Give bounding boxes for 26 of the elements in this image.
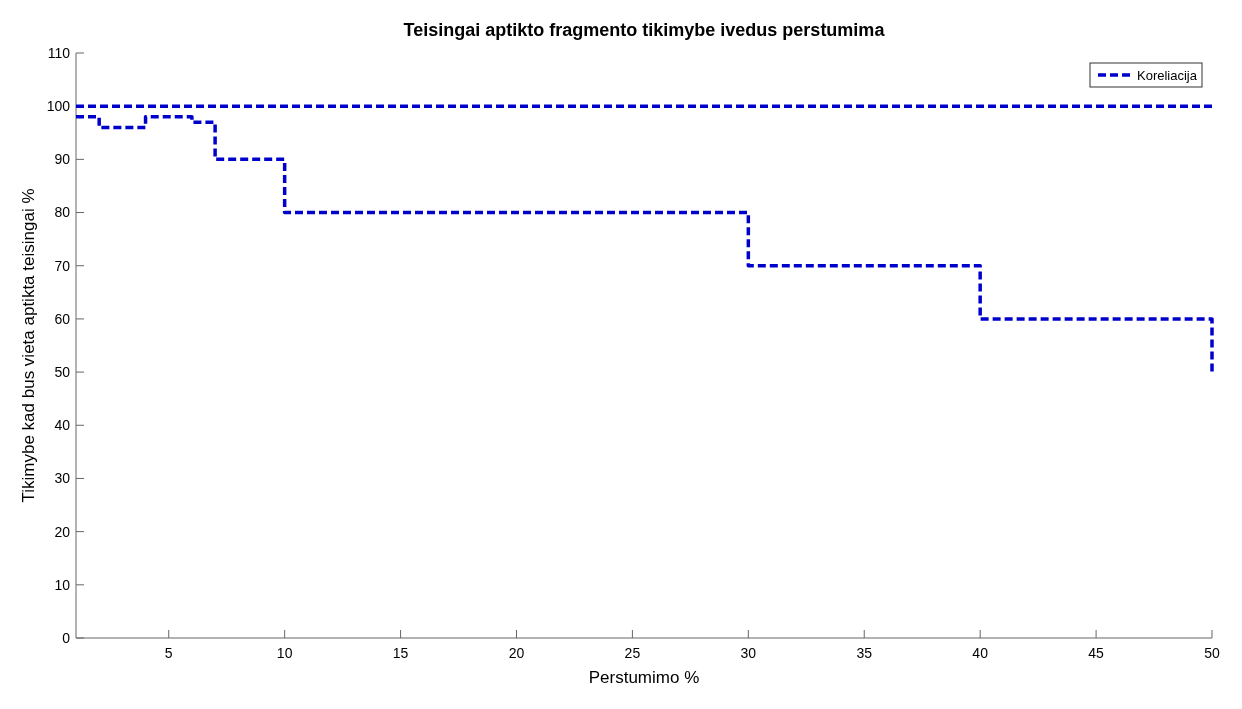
legend-label: Koreliacija xyxy=(1137,67,1198,83)
x-tick-label: 10 xyxy=(276,645,293,661)
x-tick-label: 50 xyxy=(1204,645,1220,661)
y-tick-label: 110 xyxy=(47,44,71,61)
x-tick-label: 40 xyxy=(972,645,989,661)
y-tick-label: 20 xyxy=(54,523,71,540)
y-tick-label: 50 xyxy=(54,363,71,380)
x-tick-label: 35 xyxy=(856,645,873,661)
y-tick-label: 70 xyxy=(54,257,71,274)
x-tick-label: 15 xyxy=(392,645,409,661)
y-tick-label: 40 xyxy=(54,417,71,434)
y-tick-label: 100 xyxy=(46,98,71,115)
y-tick-label: 80 xyxy=(54,204,71,221)
x-tick-label: 20 xyxy=(508,645,525,661)
y-axis-title: Tikimybe kad bus vieta aptikta teisingai % xyxy=(19,188,38,503)
x-tick-label: 45 xyxy=(1088,645,1105,661)
x-axis-title: Perstumimo % xyxy=(588,668,700,687)
chart-title: Teisingai aptikto fragmento tikimybe ivedus perstumima xyxy=(403,20,886,40)
x-tick-label: 30 xyxy=(740,645,757,661)
x-tick-label: 25 xyxy=(624,645,641,661)
y-tick-label: 0 xyxy=(62,629,71,646)
y-tick-label: 90 xyxy=(54,151,71,168)
x-tick-label: 5 xyxy=(164,645,173,661)
y-tick-label: 10 xyxy=(54,576,71,593)
y-tick-label: 30 xyxy=(54,470,71,487)
y-tick-label: 60 xyxy=(54,310,71,327)
